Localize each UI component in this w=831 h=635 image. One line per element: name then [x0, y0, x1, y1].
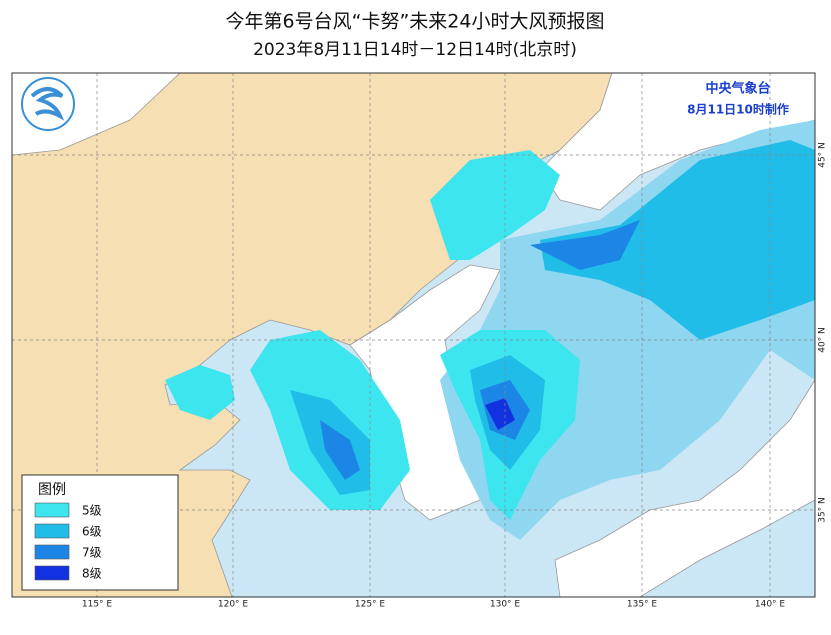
lon-label: 115° E [82, 600, 113, 610]
issue-time: 8月11日10时制作 [687, 102, 789, 117]
russia-land [539, 73, 815, 211]
legend-swatch [34, 544, 70, 560]
legend-swatch [34, 523, 70, 539]
wind-7c [320, 420, 360, 480]
wind-6 [540, 140, 815, 340]
legend: 图例 5级 6级 7级 8级 [21, 474, 179, 591]
wind-5 [430, 150, 560, 260]
lon-label: 125° E [355, 600, 386, 610]
legend-label: 7级 [82, 546, 102, 560]
legend-label: 8级 [82, 567, 102, 581]
map-body [12, 73, 815, 597]
legend-swatch [34, 565, 70, 581]
lon-label: 140° E [755, 600, 786, 610]
legend-swatch [34, 502, 70, 518]
wind-8 [485, 398, 515, 430]
lon-labels: 115° E 120° E 125° E 130° E 135° E 140° E [82, 600, 786, 610]
lat-label: 45° N [818, 142, 828, 168]
wind-5d [165, 365, 235, 420]
lat-labels: 45° N 40° N 35° N [818, 142, 828, 523]
lon-label: 135° E [627, 600, 658, 610]
lat-label: 40° N [818, 327, 828, 353]
wind-7 [530, 220, 640, 270]
title: 今年第6号台风“卡努”未来24小时大风预报图 [226, 11, 605, 33]
logo [21, 77, 75, 131]
subtitle: 2023年8月11日14时－12日14时(北京时) [253, 40, 577, 60]
legend-title: 图例 [38, 482, 66, 498]
japan-land [554, 379, 815, 597]
lon-label: 130° E [490, 600, 521, 610]
frame [11, 72, 816, 598]
lat-label: 35° N [818, 497, 828, 523]
legend-label: 6级 [82, 525, 102, 539]
agency: 中央气象台 [705, 81, 770, 97]
lon-label: 120° E [218, 600, 249, 610]
legend-label: 5级 [82, 504, 102, 518]
